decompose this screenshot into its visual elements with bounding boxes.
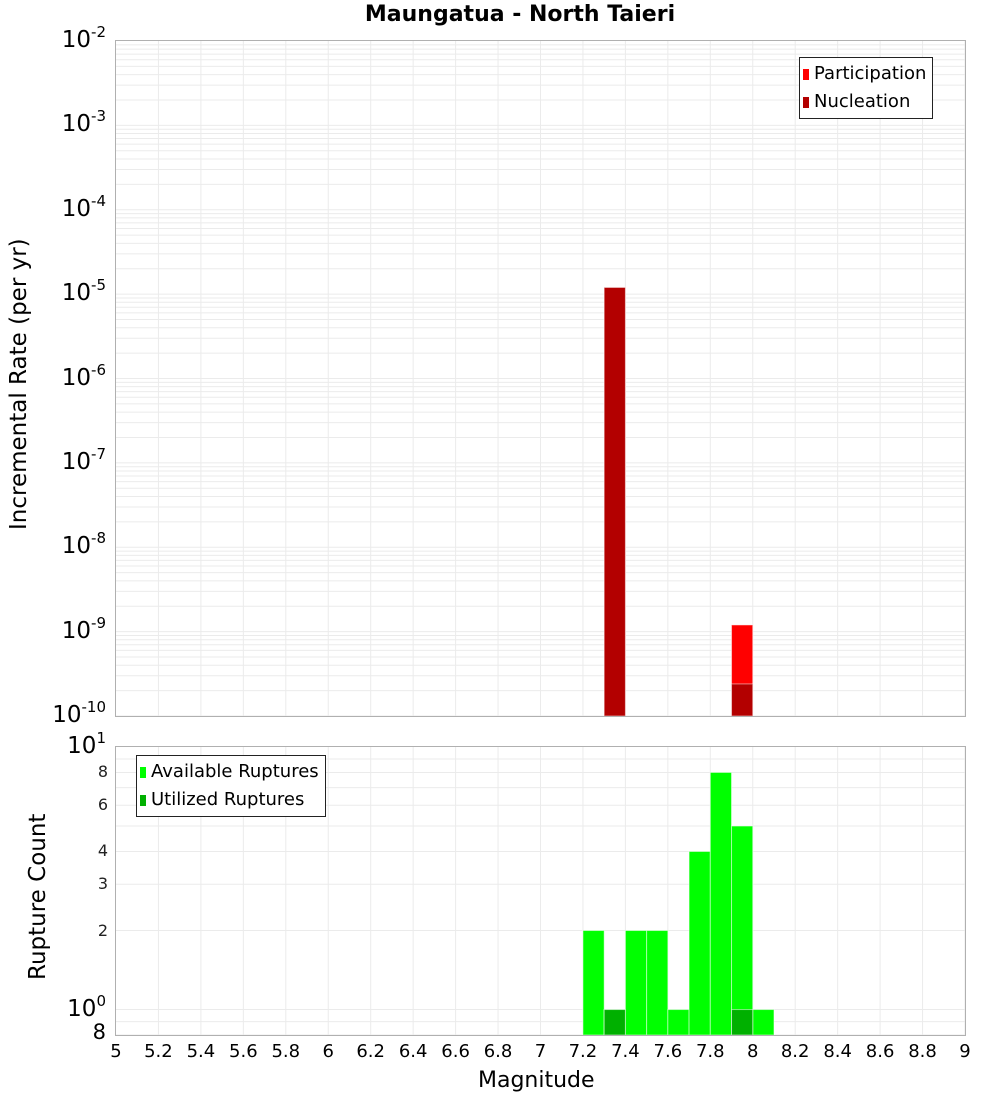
y-tick-label: 10-5 <box>6 280 106 306</box>
legend-label: Available Ruptures <box>151 758 319 786</box>
nucleation-swatch-icon <box>803 97 809 108</box>
available-bar <box>583 931 604 1035</box>
nucleation-bar <box>732 684 753 716</box>
available-bar <box>625 931 646 1035</box>
bottom-legend: Available Ruptures Utilized Ruptures <box>136 755 326 817</box>
utilized-swatch-icon <box>140 795 146 806</box>
y-tick-label: 101 <box>6 733 106 759</box>
y-tick-label: 10-3 <box>6 111 106 137</box>
available-bar <box>732 826 753 1035</box>
participation-swatch-icon <box>803 69 809 80</box>
available-bar <box>647 931 668 1035</box>
y-tick-label: 2 <box>68 921 108 940</box>
legend-item-available: Available Ruptures <box>140 758 319 786</box>
top-plot-area: Participation Nucleation <box>115 40 966 717</box>
y-tick-label: 10-7 <box>6 449 106 475</box>
legend-label: Participation <box>814 60 926 88</box>
available-bar <box>753 1010 774 1035</box>
available-swatch-icon <box>140 767 146 778</box>
nucleation-bar <box>604 287 625 716</box>
y-tick-label: 3 <box>68 874 108 893</box>
legend-label: Utilized Ruptures <box>151 786 304 814</box>
y-tick-label: 10-6 <box>6 365 106 391</box>
y-tick-label: 10-4 <box>6 196 106 222</box>
available-bar <box>668 1010 689 1035</box>
legend-label: Nucleation <box>814 88 910 116</box>
available-bar <box>689 851 710 1035</box>
y-tick-label: 4 <box>68 841 108 860</box>
x-axis-label: Magnitude <box>478 1068 595 1093</box>
y-tick-label: 10-2 <box>6 27 106 53</box>
available-bar <box>710 772 731 1035</box>
legend-item-utilized: Utilized Ruptures <box>140 786 319 814</box>
bottom-y-axis-label: Rupture Count <box>25 814 51 980</box>
top-legend: Participation Nucleation <box>799 57 933 119</box>
y-tick-label: 8 <box>68 762 108 781</box>
bottom-plot-area: Available Ruptures Utilized Ruptures <box>115 746 966 1036</box>
utilized-bar <box>732 1010 753 1035</box>
y-tick-label: 10-8 <box>6 533 106 559</box>
y-tick-label: 10-10 <box>6 702 106 728</box>
utilized-bar <box>604 1010 625 1035</box>
legend-item-nucleation: Nucleation <box>803 88 926 116</box>
y-tick-label: 6 <box>68 795 108 814</box>
y-tick-label: 10-9 <box>6 618 106 644</box>
top-plot-svg <box>116 41 965 716</box>
y-tick-label: 100 <box>6 996 106 1022</box>
x-tick-label: 9 <box>940 1041 990 1062</box>
chart-title: Maungatua - North Taieri <box>0 2 1000 27</box>
legend-item-participation: Participation <box>803 60 926 88</box>
